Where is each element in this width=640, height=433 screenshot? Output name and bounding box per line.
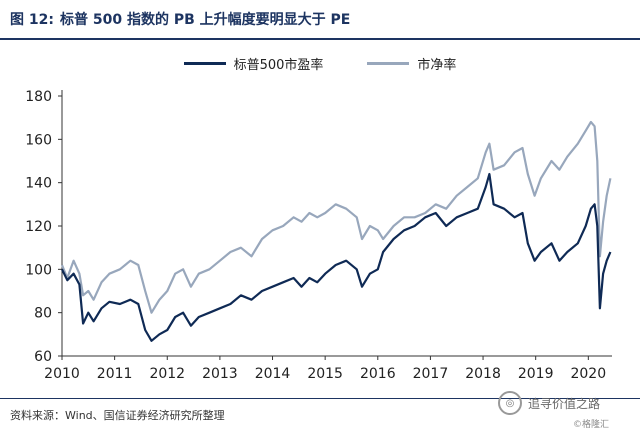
x-tick-label: 2018 (465, 366, 501, 382)
source-note: 资料来源：Wind、国信证券经济研究所整理 (10, 409, 225, 422)
wechat-logo-icon: ◎ (498, 391, 522, 415)
x-tick-label: 2010 (44, 366, 80, 382)
x-tick-label: 2019 (518, 366, 554, 382)
x-tick-label: 2016 (360, 366, 396, 382)
y-tick-label: 60 (34, 349, 52, 365)
x-tick-label: 2012 (149, 366, 185, 382)
x-tick-label: 2011 (97, 366, 133, 382)
y-tick-label: 160 (25, 132, 52, 148)
footer-rule (0, 398, 640, 399)
legend-label-pb: 市净率 (417, 58, 457, 73)
series-line-pe (61, 172, 612, 342)
x-tick-label: 2017 (413, 366, 449, 382)
y-tick-label: 120 (25, 219, 52, 235)
watermark: ◎ 追寻价值之路 (498, 391, 600, 415)
series-line-pb (60, 120, 612, 314)
title-rule (0, 38, 640, 40)
x-tick-label: 2013 (202, 366, 238, 382)
x-tick-label: 2020 (570, 366, 606, 382)
y-tick-label: 180 (25, 89, 52, 105)
legend-label-pe: 标普500市盈率 (233, 58, 324, 73)
figure-label: 图 12: (10, 12, 54, 28)
y-tick-label: 140 (25, 176, 52, 192)
chart-legend: 标普500市盈率 市净率 (0, 54, 640, 73)
watermark-text: 追寻价值之路 (528, 396, 601, 411)
figure-title: 图 12: 标普 500 指数的 PB 上升幅度要明显大于 PE (0, 0, 640, 38)
figure-title-text: 标普 500 指数的 PB 上升幅度要明显大于 PE (59, 12, 351, 28)
y-tick-label: 100 (25, 262, 52, 278)
legend-swatch-pe (183, 62, 226, 65)
watermark-sub: ©格隆汇 (573, 420, 610, 430)
x-tick-label: 2014 (255, 366, 291, 382)
y-tick-label: 80 (34, 306, 52, 322)
legend-item-pe: 标普500市盈率 (183, 54, 324, 73)
legend-swatch-pb (367, 62, 410, 65)
legend-item-pb: 市净率 (367, 54, 456, 73)
x-tick-label: 2015 (307, 366, 343, 382)
